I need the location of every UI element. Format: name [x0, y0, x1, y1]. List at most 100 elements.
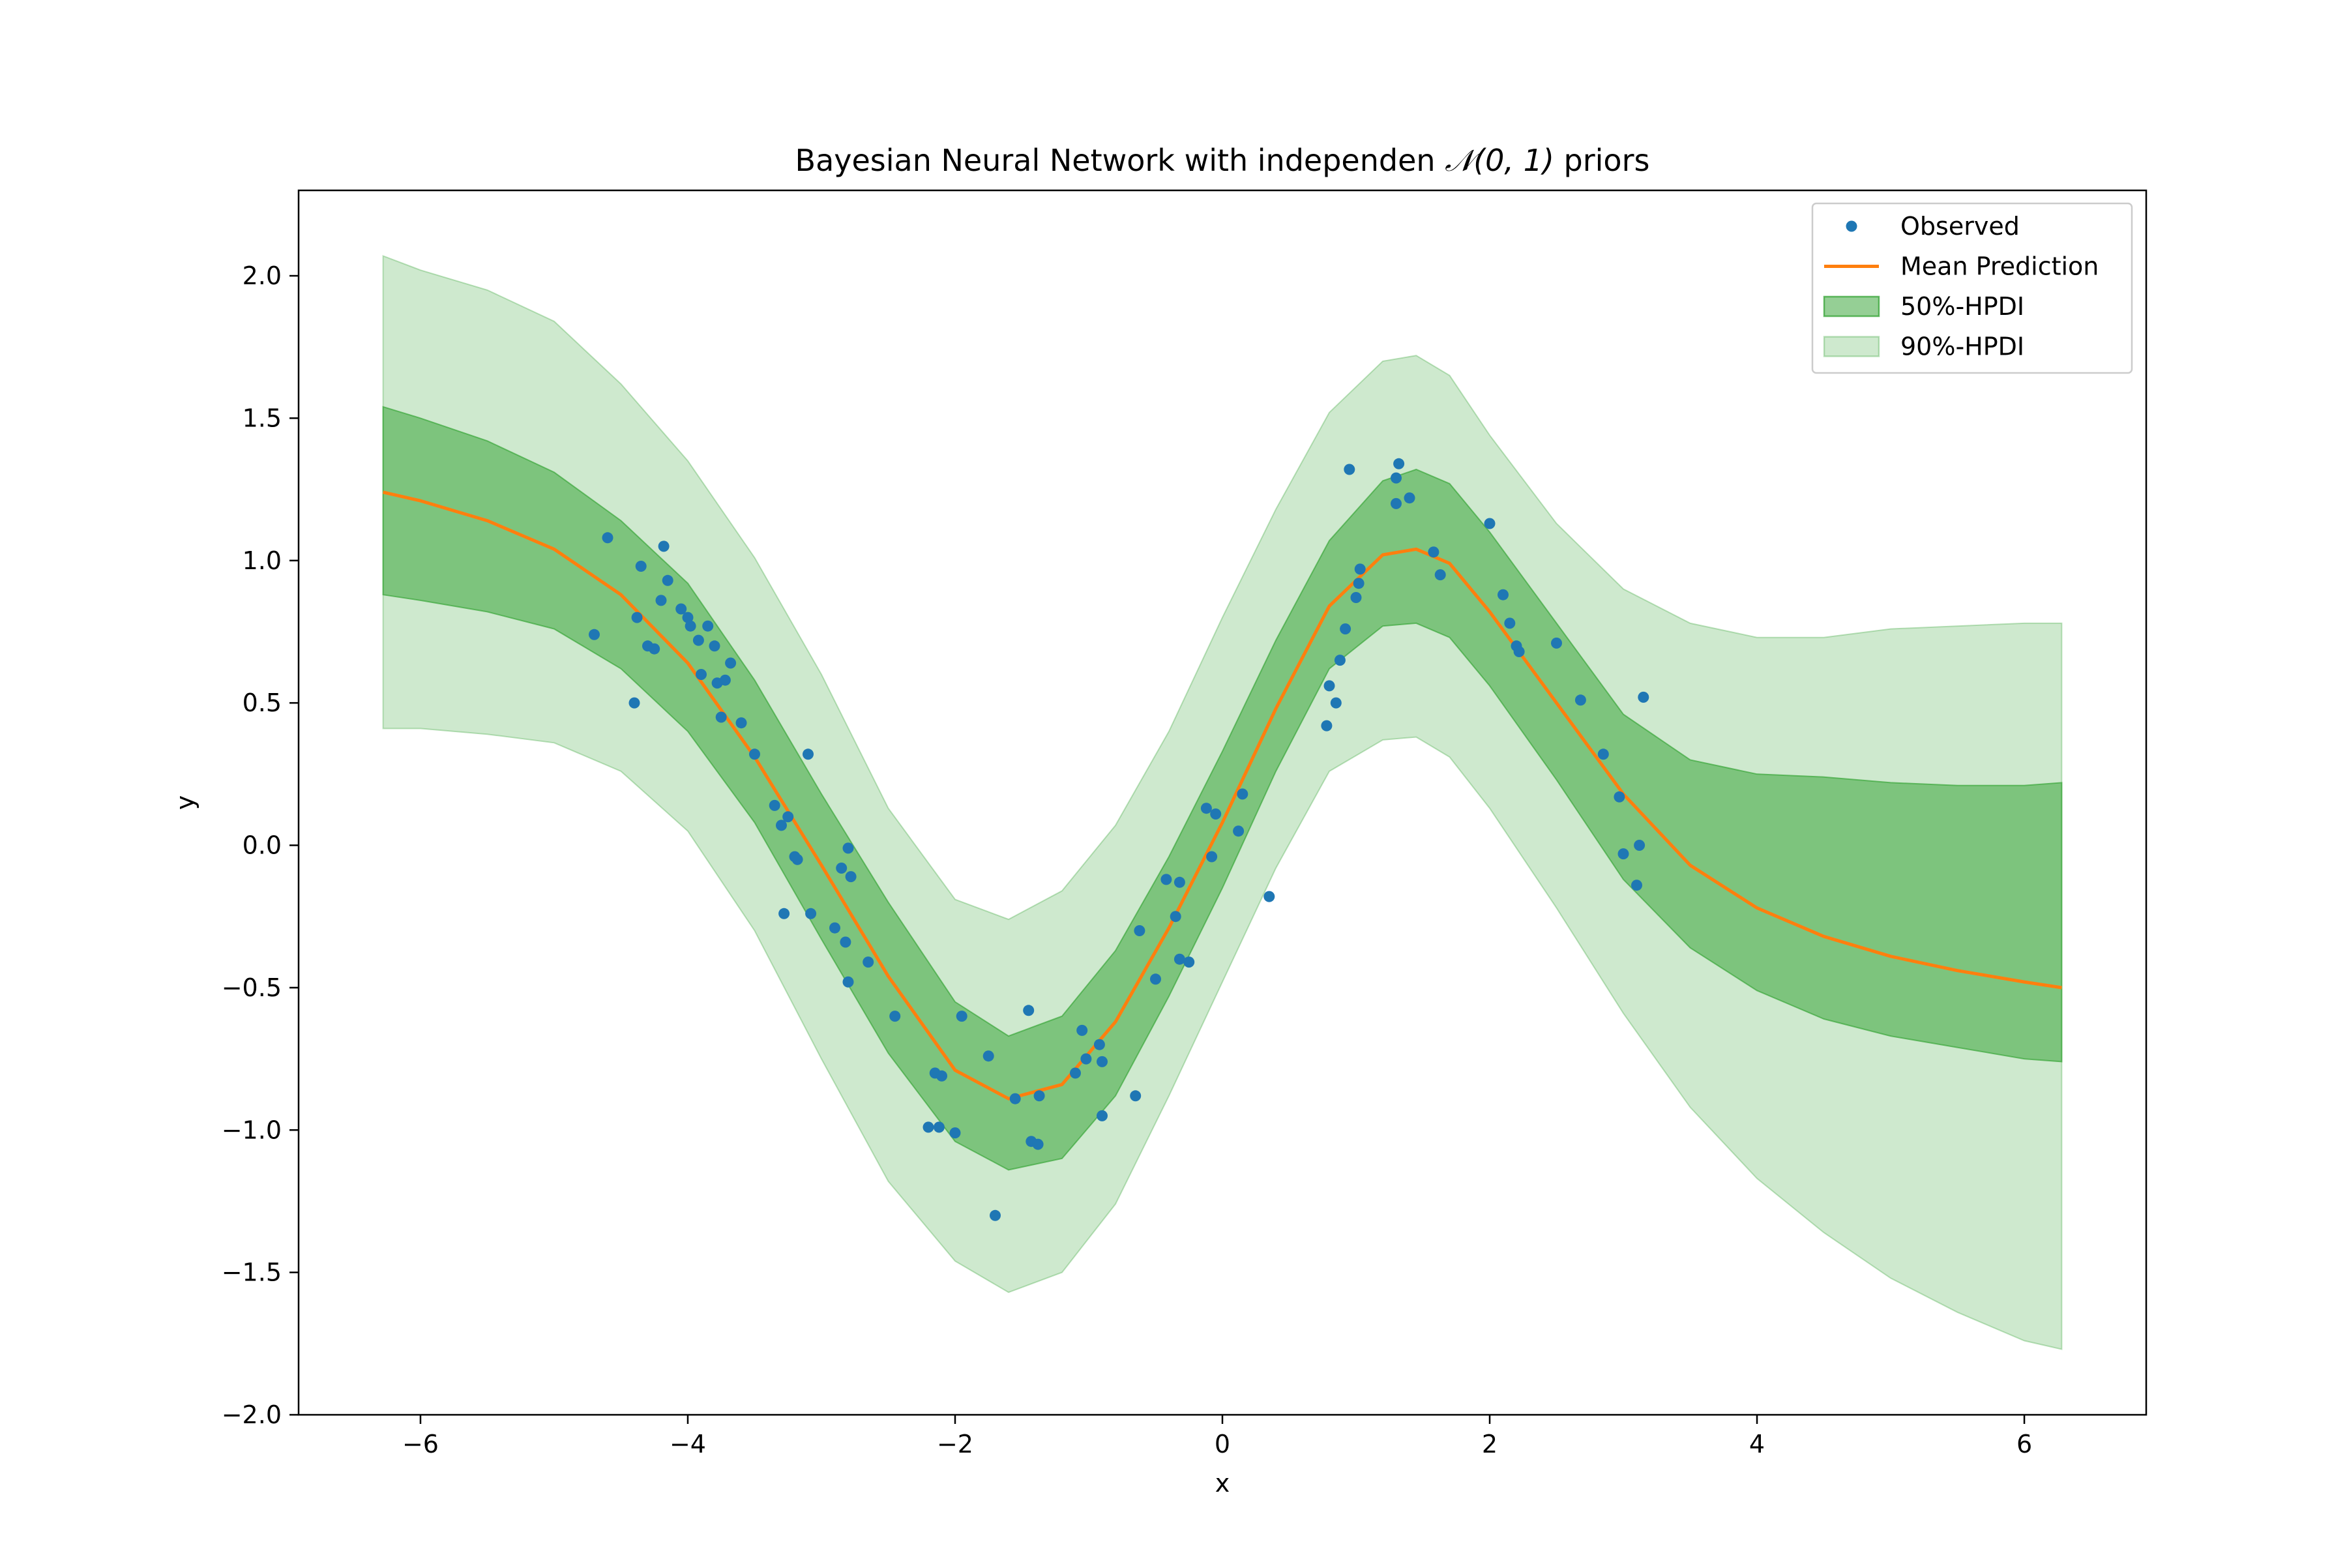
- observed-point: [982, 1050, 994, 1062]
- observed-point: [1404, 492, 1415, 504]
- chart-title-prefix: Bayesian Neural Network with independen: [795, 143, 1445, 178]
- y-tick-label: 1.0: [243, 546, 282, 575]
- observed-point: [749, 748, 760, 760]
- observed-point: [635, 561, 647, 572]
- observed-point: [1032, 1138, 1044, 1150]
- observed-point: [1597, 748, 1609, 760]
- observed-point: [1206, 851, 1218, 863]
- chart-title-suffix: priors: [1554, 143, 1650, 178]
- observed-point: [1210, 808, 1222, 820]
- mean-line-layer: [383, 490, 2062, 1101]
- observed-point: [1070, 1067, 1081, 1079]
- bands-layer: [382, 255, 2063, 1350]
- chart-title-math: 𝒩(0, 1): [1445, 143, 1554, 178]
- observed-point: [1097, 1110, 1108, 1121]
- observed-point: [1551, 637, 1562, 649]
- observed-point: [715, 711, 727, 723]
- observed-point: [956, 1011, 967, 1022]
- observed-point: [778, 908, 790, 919]
- legend-label: 50%-HPDI: [1900, 292, 2024, 321]
- legend-marker-observed: [1846, 220, 1857, 232]
- legend-patch-90: [1823, 336, 1880, 357]
- observed-point: [655, 595, 667, 606]
- x-axis-label: x: [1215, 1469, 1230, 1498]
- observed-point: [1513, 646, 1525, 657]
- observed-point: [1434, 569, 1446, 581]
- observed-point: [1263, 891, 1275, 902]
- observed-point: [829, 922, 840, 934]
- observed-point: [1393, 458, 1405, 469]
- x-tick-label: 2: [1482, 1430, 1498, 1458]
- observed-point: [602, 532, 613, 544]
- observed-point: [840, 936, 851, 948]
- observed-point: [805, 908, 817, 919]
- observed-point: [1174, 876, 1185, 888]
- observed-point: [1076, 1024, 1088, 1036]
- observed-point: [936, 1070, 947, 1082]
- observed-point: [889, 1011, 901, 1022]
- observed-point: [923, 1121, 934, 1133]
- x-tick-label: −2: [937, 1430, 973, 1458]
- observed-point: [1134, 925, 1145, 936]
- observed-point: [709, 640, 720, 652]
- observed-point: [692, 634, 704, 646]
- observed-point: [769, 799, 780, 811]
- observed-point: [1174, 953, 1185, 965]
- y-tick-label: −1.0: [222, 1116, 282, 1144]
- observed-point: [1150, 973, 1161, 985]
- observed-point: [1340, 623, 1351, 635]
- y-tick-label: 0.5: [243, 688, 282, 717]
- observed-point: [649, 643, 660, 655]
- observed-point: [863, 956, 874, 968]
- observed-point: [1638, 691, 1649, 703]
- observed-point: [949, 1127, 961, 1139]
- observed-point: [658, 540, 670, 552]
- legend-label: Mean Prediction: [1900, 252, 2099, 281]
- observed-point: [662, 574, 673, 586]
- observed-point: [782, 811, 794, 823]
- chart-title: Bayesian Neural Network with independen …: [795, 143, 1650, 178]
- observed-point: [1350, 592, 1362, 603]
- mean-prediction-line: [383, 490, 2062, 1101]
- observed-point: [1033, 1090, 1045, 1102]
- observed-point: [1233, 825, 1245, 837]
- observed-point: [1391, 497, 1402, 509]
- observed-point: [675, 603, 687, 615]
- x-tick-label: 4: [1749, 1430, 1765, 1458]
- observed-point: [719, 674, 731, 686]
- observed-point: [791, 853, 803, 865]
- observed-point: [1130, 1090, 1142, 1102]
- observed-point: [1484, 518, 1496, 529]
- observed-point: [1574, 694, 1586, 706]
- legend-label: Observed: [1900, 212, 2020, 241]
- observed-point: [589, 629, 600, 640]
- observed-point: [725, 657, 737, 669]
- observed-point: [1009, 1093, 1021, 1104]
- observed-point: [1321, 720, 1333, 732]
- observed-point: [1614, 791, 1625, 803]
- observed-points-layer: [589, 458, 1649, 1221]
- y-tick-label: 2.0: [243, 261, 282, 290]
- observed-point: [628, 697, 640, 709]
- observed-point: [776, 820, 787, 831]
- observed-point: [1353, 578, 1365, 589]
- legend-label: 90%-HPDI: [1900, 333, 2024, 361]
- observed-point: [1170, 911, 1181, 923]
- y-tick-label: 0.0: [243, 831, 282, 860]
- observed-point: [1097, 1056, 1108, 1067]
- legend-items: Observed Mean Prediction 50%-HPDI 90%-HPDI: [1823, 212, 2099, 361]
- observed-point: [1428, 546, 1439, 558]
- x-tick-label: −6: [402, 1430, 439, 1458]
- y-tick-label: 1.5: [243, 404, 282, 432]
- observed-point: [1634, 840, 1646, 851]
- legend-patch-50: [1823, 295, 1880, 318]
- y-tick-label: −0.5: [222, 973, 282, 1002]
- y-tick-label: −2.0: [222, 1400, 282, 1429]
- observed-point: [842, 976, 854, 988]
- legend-box: [1811, 202, 2133, 374]
- y-tick-label: −1.5: [222, 1258, 282, 1287]
- observed-point: [1093, 1039, 1105, 1050]
- hpdi-50-band: [382, 406, 2063, 1171]
